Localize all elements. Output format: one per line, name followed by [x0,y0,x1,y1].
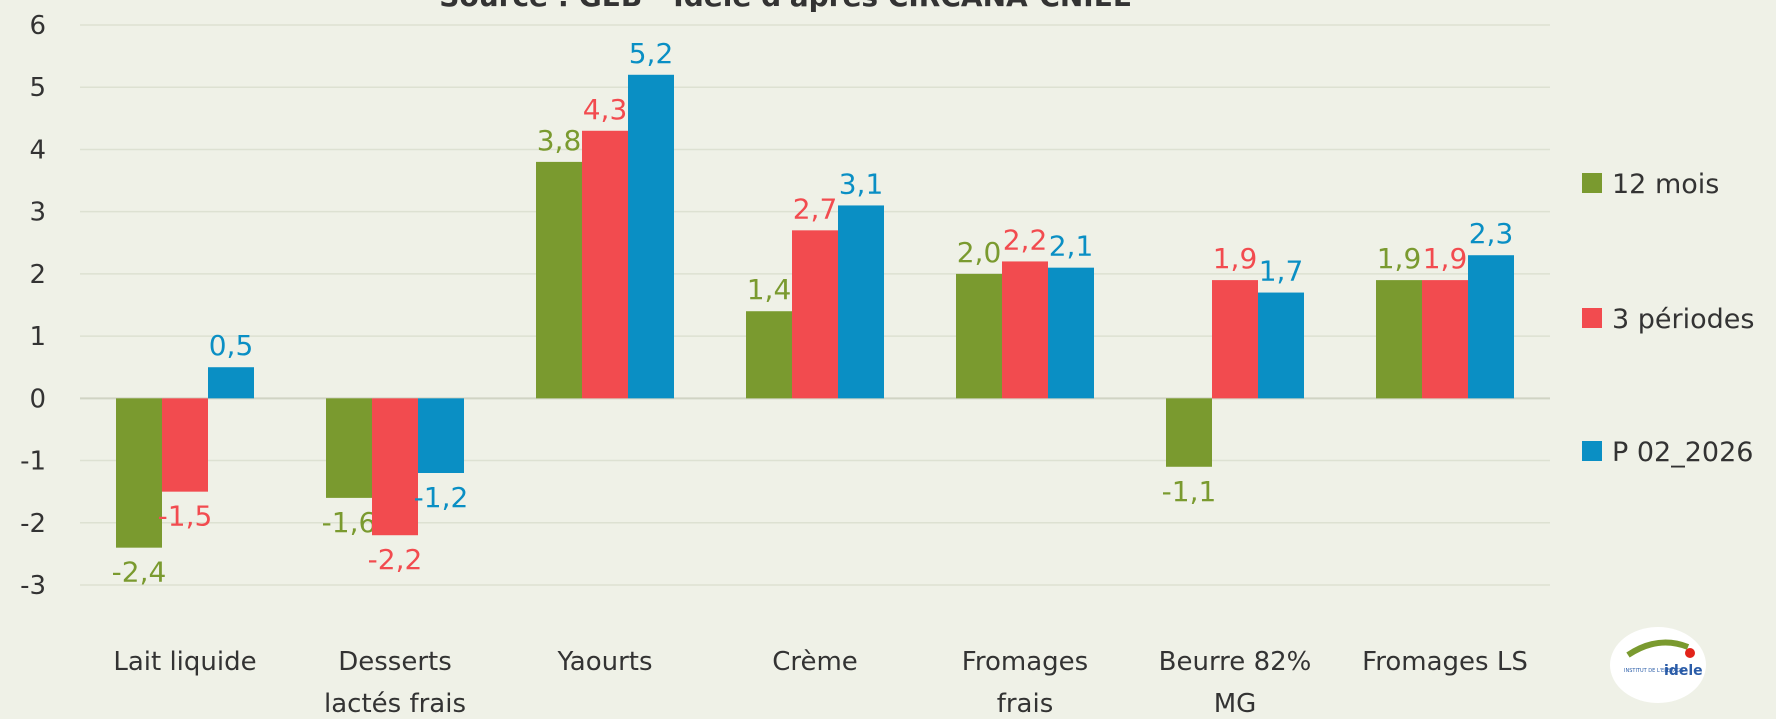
bar [1166,398,1212,467]
bar [1376,280,1422,399]
y-tick-label: 2 [29,260,46,290]
data-label: 1,9 [1213,242,1258,275]
data-label: -2,4 [112,556,167,589]
bar [536,161,582,399]
logo-swoosh [1626,639,1690,658]
legend-swatch [1582,173,1602,193]
legend-swatch [1582,308,1602,328]
data-label: 0,5 [209,329,254,362]
y-tick-label: -3 [20,571,46,601]
bar [838,205,884,399]
bar [418,398,464,473]
bar [1002,261,1048,399]
data-label: 4,3 [583,93,628,126]
y-tick-label: 4 [29,135,46,165]
bar [372,398,418,536]
x-tick-label: Fromages LS [1362,647,1528,677]
logo-dot [1685,648,1695,658]
data-label: -1,2 [414,481,469,514]
y-tick-label: -1 [20,447,46,477]
data-label: 5,2 [629,37,674,70]
bar [1258,292,1304,399]
bar [162,398,208,492]
data-label: -1,1 [1162,475,1217,508]
x-tick-label: Fromages frais [961,647,1089,719]
legend-label: P 02_2026 [1612,437,1753,468]
y-tick-label: -2 [20,509,46,539]
y-tick-label: 3 [29,198,46,228]
bar [1212,280,1258,399]
data-label: -2,2 [368,543,423,576]
data-label: 1,7 [1259,255,1304,288]
data-label: 1,9 [1377,242,1422,275]
bar [956,273,1002,399]
data-label: 3,8 [537,124,582,157]
y-tick-label: 5 [29,73,46,103]
x-tick-label: Desserts lactés frais [324,647,466,719]
bar [1048,267,1094,399]
data-label: 1,9 [1423,242,1468,275]
x-tick-label: Beurre 82% MG [1158,647,1312,719]
y-tick-label: 0 [29,384,46,414]
bar [628,74,674,399]
legend-label: 3 périodes [1612,304,1754,335]
bar [792,230,838,399]
bar [326,398,372,498]
bar [1422,280,1468,399]
bar [208,367,254,399]
data-label: 2,2 [1003,223,1048,256]
data-label: 1,4 [747,273,792,306]
logo-name: idele [1664,663,1703,679]
data-label: 2,0 [957,236,1002,269]
data-label: 2,7 [793,192,838,225]
logo-tagline: INSTITUT DE L'ELEVAGE [1624,668,1684,674]
bar [582,130,628,399]
y-tick-label: 1 [29,322,46,352]
legend-label: 12 mois [1612,169,1719,200]
data-label: 3,1 [839,167,884,200]
y-tick-label: 6 [29,11,46,41]
x-tick-label: Crème [772,647,858,677]
data-label: -1,5 [158,500,213,533]
bar [746,311,792,399]
data-label: -1,6 [322,506,377,539]
legend-swatch [1582,441,1602,461]
data-label: 2,1 [1049,230,1094,263]
data-label: 2,3 [1469,217,1514,250]
chart-title: Source : GEB - Idele d'après CIRCANA-CNI… [439,0,1131,13]
bar [116,398,162,548]
x-tick-label: Lait liquide [113,647,257,677]
x-tick-label: Yaourts [557,647,653,677]
logo: INSTITUT DE L'ELEVAGE idele [1610,627,1706,703]
bar [1468,255,1514,399]
